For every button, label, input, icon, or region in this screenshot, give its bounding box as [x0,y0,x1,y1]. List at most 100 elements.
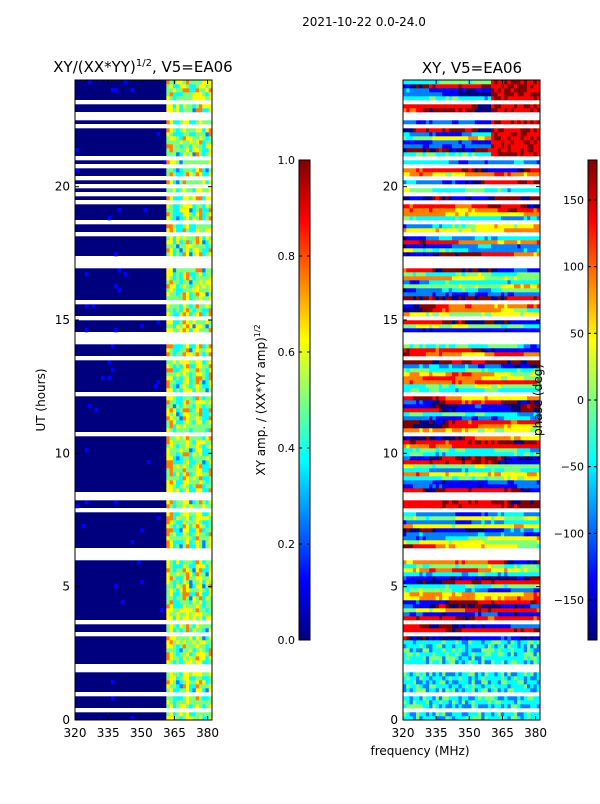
phase-heatmap-cell [432,604,436,608]
phase-heatmap-cell [462,580,466,584]
phase-heatmap-cell [413,540,417,544]
amp-heatmap-cell [183,88,187,92]
phase-heatmap-cell [436,704,440,708]
phase-heatmap-cell [507,484,511,488]
phase-heatmap-cell [478,436,482,440]
amp-heatmap-cell [183,372,187,376]
phase-heatmap-cell [520,604,524,608]
phase-heatmap-cell [527,616,531,620]
phase-heatmap-cell [514,484,518,488]
phase-heatmap-cell [410,512,414,516]
phase-heatmap-cell [429,504,433,508]
phase-heatmap-cell [533,476,537,480]
amp-heatmap-cell [183,388,187,392]
amp-heatmap-cell [199,672,203,676]
phase-heatmap-cell [491,520,495,524]
amp-heatmap-cell [199,280,203,284]
phase-heatmap-cell [442,688,446,692]
phase-heatmap-cell [514,672,518,676]
phase-heatmap-cell [426,388,430,392]
phase-heatmap-cell [403,560,407,564]
phase-heatmap-cell [494,528,498,532]
amp-heatmap-cell [202,224,206,228]
phase-heatmap-cell [527,424,531,428]
amp-heatmap-cell [176,680,180,684]
phase-heatmap-cell [514,628,518,632]
phase-heatmap-cell [517,656,521,660]
amp-heatmap-cell [176,672,180,676]
amp-heatmap-cell [196,204,200,208]
amp-heatmap-gap [75,508,212,512]
phase-heatmap-cell [406,452,410,456]
phase-heatmap-cell [442,712,446,716]
phase-heatmap-cell [481,544,485,548]
phase-heatmap-cell [517,512,521,516]
phase-heatmap-cell [481,588,485,592]
phase-heatmap-cell [498,416,502,420]
phase-heatmap-cell [426,680,430,684]
phase-heatmap-cell [406,688,410,692]
phase-heatmap-cell [403,596,407,600]
amp-heatmap-cell [173,652,177,656]
phase-heatmap-cell [511,440,515,444]
phase-heatmap-cell [452,688,456,692]
phase-heatmap-cell [445,592,449,596]
phase-heatmap-cell [462,388,466,392]
amp-heatmap-cell [205,388,209,392]
phase-heatmap-cell [533,696,537,700]
amp-heatmap-cell [166,700,170,704]
phase-heatmap-cell [504,404,508,408]
phase-heatmap-cell [442,456,446,460]
phase-heatmap-cell [507,608,511,612]
phase-heatmap-cell [520,660,524,664]
amp-heatmap-cell [192,272,196,276]
phase-heatmap-cell [501,560,505,564]
phase-heatmap-cell [442,660,446,664]
phase-heatmap-cell [501,504,505,508]
amp-heatmap-gap [75,192,212,196]
phase-heatmap-cell [498,384,502,388]
amp-heatmap-cell [202,704,206,708]
amp-heatmap-cell [202,524,206,528]
phase-heatmap-cell [494,596,498,600]
phase-heatmap-cell [465,684,469,688]
amp-heatmap-cell [179,448,183,452]
phase-heatmap-cell [462,684,466,688]
phase-heatmap-cell [458,688,462,692]
amp-heatmap-cell [186,704,190,708]
phase-heatmap-cell [423,704,427,708]
phase-heatmap-cell [475,544,479,548]
amp-heatmap-cell [170,440,174,444]
amp-heatmap-cell [186,228,190,232]
amp-heatmap-cell [183,628,187,632]
phase-heatmap-cell [530,628,534,632]
phase-heatmap-cell [406,628,410,632]
amp-heatmap-cell [166,500,170,504]
phase-heatmap-cell [520,628,524,632]
amp-heatmap-cell [173,188,177,192]
phase-heatmap-cell [449,688,453,692]
phase-heatmap-cell [452,648,456,652]
phase-heatmap-cell [410,688,414,692]
phase-heatmap-cell [498,388,502,392]
phase-heatmap-cell [527,612,531,616]
amp-heatmap-cell [186,160,190,164]
phase-heatmap-cell [475,404,479,408]
phase-heatmap-cell [413,520,417,524]
amp-heatmap-cell [176,372,180,376]
phase-heatmap-cell [442,568,446,572]
amp-heatmap-cell [199,324,203,328]
phase-heatmap-cell [530,652,534,656]
amp-heatmap-cell [205,236,209,240]
phase-heatmap-cell [455,408,459,412]
phase-heatmap-cell [527,436,531,440]
amp-heatmap-cell [205,592,209,596]
phase-heatmap-cell [462,448,466,452]
phase-heatmap-cell [524,420,528,424]
phase-heatmap-cell [432,452,436,456]
amp-heatmap-cell [186,576,190,580]
phase-heatmap-cell [504,436,508,440]
phase-heatmap-cell [517,560,521,564]
phase-heatmap-cell [449,676,453,680]
phase-heatmap-cell [533,660,537,664]
